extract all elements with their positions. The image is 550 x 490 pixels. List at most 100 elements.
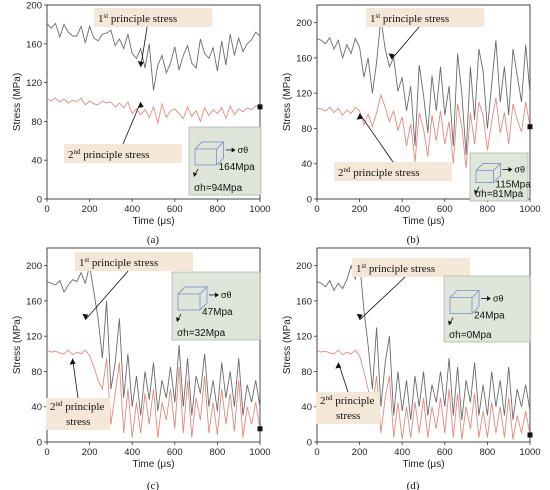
series-second-principle-stress — [46, 349, 261, 438]
x-tick-label: 400 — [124, 204, 140, 215]
y-tick-label: 0 — [37, 438, 42, 449]
y-tick-label: 120 — [26, 332, 42, 343]
x-tick-label: 800 — [209, 447, 225, 458]
cube-top-face — [194, 141, 225, 150]
y-tick-label: 200 — [26, 1, 42, 12]
y-tick-label: 200 — [296, 18, 312, 29]
sigma-theta-symbol: σθ — [221, 290, 232, 300]
x-tick-label: 1000 — [249, 204, 270, 215]
x-tick-label: 600 — [437, 447, 453, 458]
sigma-theta-symbol: σθ — [238, 145, 249, 155]
series-second-principle-stress — [316, 349, 531, 440]
series-first-principle-stress — [316, 18, 531, 155]
y-tick-label: 40 — [31, 156, 42, 167]
chart-panel-1: 0 200 400 600 800 1000 0 40 80 120 160 200 Time (μs)… — [12, 1, 271, 247]
sigma-theta-arrowhead — [487, 296, 491, 302]
sigma-theta-symbol: σθ — [514, 165, 525, 175]
y-tick-label: 0 — [307, 438, 312, 449]
first-principle-label: 1st principle stress — [98, 12, 177, 25]
sigma-h-arrowhead — [193, 171, 197, 177]
sigma-theta-value: 115Mpa — [495, 180, 531, 191]
panel-label-1: (a) — [147, 234, 160, 246]
y-axis-label: Stress (MPa) — [12, 73, 23, 131]
plot-frame — [316, 4, 531, 200]
x-tick-label: 200 — [352, 447, 368, 458]
y-axis-label: Stress (MPa) — [282, 316, 293, 374]
y-tick-label: 120 — [296, 89, 312, 100]
chart-panel-4: 0 200 400 600 800 1000 0 40 80 120 160 200 Time (μs)… — [282, 247, 541, 490]
inset-box — [188, 126, 262, 196]
first-arrowhead — [388, 53, 395, 60]
first-arrow — [391, 26, 420, 60]
cube-side-face — [216, 141, 225, 166]
second-principle-label: 2nd principle — [320, 394, 374, 407]
x-tick-label: 0 — [314, 447, 319, 458]
series-first-principle-stress — [46, 265, 261, 416]
inset-box — [443, 275, 531, 343]
x-tick-label: 600 — [167, 447, 183, 458]
y-tick-label: 80 — [31, 367, 42, 378]
x-axis-label: Time (μs) — [132, 216, 174, 227]
second-label-bg — [316, 392, 380, 424]
x-tick-label: 600 — [167, 204, 183, 215]
x-tick-label: 400 — [394, 204, 410, 215]
series-second-principle-stress — [316, 93, 531, 169]
second-arrowhead — [69, 358, 76, 365]
sigma-h-label: σh=0Mpa — [449, 330, 492, 341]
second-arrow — [122, 101, 142, 145]
sigma-h-label: σh=32Mpa — [177, 328, 226, 339]
x-tick-label: 1000 — [249, 447, 270, 458]
first-arrow — [140, 26, 148, 68]
sigma-h-arrowhead — [176, 316, 180, 322]
y-tick-label: 40 — [31, 402, 42, 413]
sigma-theta-value: 164Mpa — [219, 162, 256, 173]
x-tick-label: 400 — [124, 447, 140, 458]
second-principle-label: 2nd principle — [50, 400, 104, 413]
x-tick-label: 200 — [82, 204, 98, 215]
second-arrowhead — [335, 362, 342, 369]
second-label-bg — [334, 162, 452, 181]
sigma-theta-arrowhead — [508, 167, 513, 173]
chart-panel-3: 0 200 400 600 800 1000 0 40 80 120 160 200 Time (μs)… — [12, 247, 271, 490]
x-tick-label: 600 — [437, 204, 453, 215]
panel-label-4: (d) — [407, 480, 420, 490]
x-tick-label: 400 — [394, 447, 410, 458]
sigma-theta-value: 24Mpa — [474, 311, 505, 322]
second-arrow — [359, 113, 394, 163]
y-tick-label: 160 — [26, 39, 42, 50]
x-tick-label: 800 — [209, 204, 225, 215]
second-label-bg — [46, 398, 110, 430]
y-tick-label: 160 — [296, 296, 312, 307]
x-tick-label: 200 — [352, 204, 368, 215]
first-label-bg — [352, 258, 470, 277]
chart-panel-2: 0 200 400 600 800 1000 0 40 80 120 160 200 Time (μs)… — [282, 4, 541, 246]
cube-front-face — [177, 293, 201, 311]
x-axis-label: Time (μs) — [402, 459, 444, 470]
sigma-theta-symbol: σθ — [493, 294, 504, 304]
second-arrow — [72, 358, 79, 399]
series-first-principle-stress — [46, 22, 261, 91]
cube-side-face — [199, 286, 208, 311]
second-arrowhead — [356, 113, 363, 120]
y-tick-label: 0 — [307, 195, 312, 206]
y-tick-label: 80 — [31, 117, 42, 128]
x-axis-label: Time (μs) — [402, 216, 444, 227]
cube-top-face — [475, 163, 502, 171]
first-arrowhead — [82, 313, 89, 320]
y-axis-label: Stress (MPa) — [12, 316, 23, 374]
y-tick-label: 120 — [26, 78, 42, 89]
sigma-h-label: σh=81Mpa — [475, 189, 524, 200]
plot-frame — [46, 247, 261, 443]
series-second-principle-stress — [46, 97, 261, 124]
first-principle-label: 1st principle stress — [356, 262, 435, 275]
panel-label-2: (b) — [407, 234, 420, 246]
x-tick-label: 200 — [82, 447, 98, 458]
x-tick-label: 800 — [479, 447, 495, 458]
cube-top-face — [449, 290, 480, 298]
second-principle-label-line2: stress — [336, 410, 360, 422]
y-tick-label: 80 — [301, 124, 312, 135]
second-principle-label: 2nd principle stress — [68, 148, 150, 161]
x-tick-label: 800 — [479, 204, 495, 215]
cube-front-face — [449, 297, 473, 314]
sigma-h-arrowhead — [474, 189, 478, 195]
